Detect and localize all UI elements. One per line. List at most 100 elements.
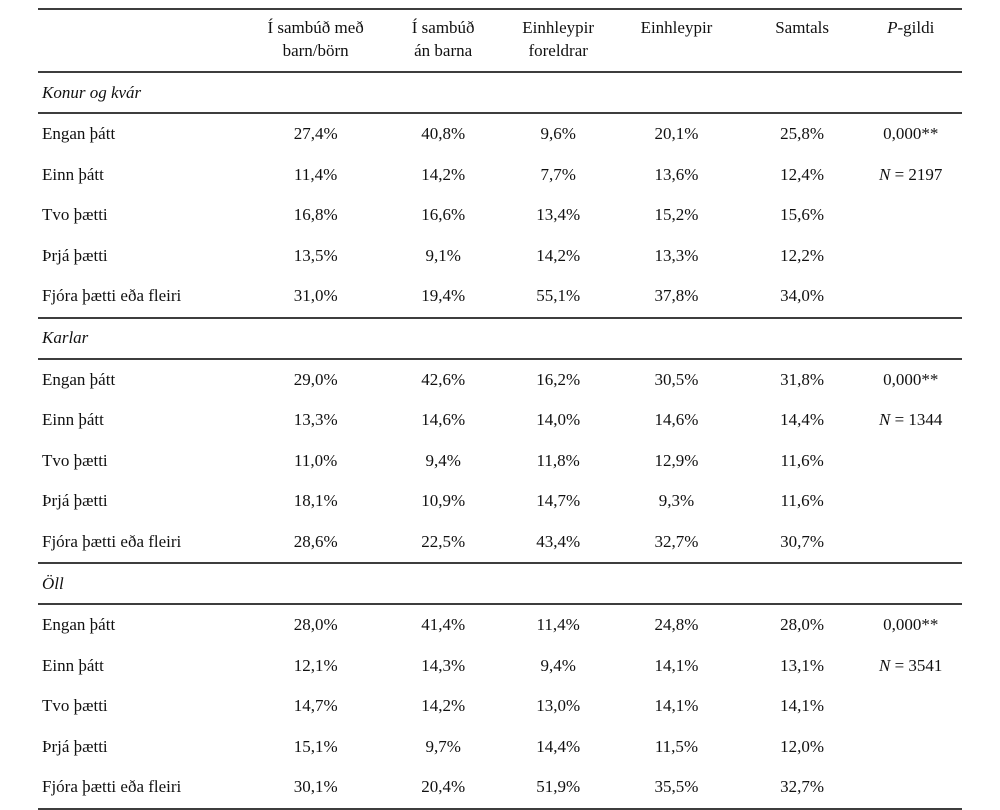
data-cell: 15,2% — [654, 205, 699, 225]
data-cell: 42,6% — [421, 369, 466, 389]
data-cell: 28,0% — [780, 615, 825, 635]
data-cell: 13,0% — [536, 696, 581, 716]
table-row: Þrjá þætti 15,1% 9,7% 14,4% 11,5% 12,0% — [38, 727, 962, 768]
data-cell: 14,0% — [536, 410, 581, 430]
column-header-cohabiting-children: Í sambúð með barn/börn — [253, 9, 378, 72]
data-cell: 20,4% — [421, 777, 466, 797]
data-cell: 37,8% — [654, 286, 699, 306]
column-header-line1: Í sambúð með — [267, 18, 364, 37]
column-header-line1: Einhleypir — [522, 18, 595, 37]
column-header-cohabiting-no-children: Í sambúð án barna — [378, 9, 508, 72]
data-cell: 9,7% — [425, 736, 461, 756]
table-container: Í sambúð með barn/börn Í sambúð án barna… — [38, 8, 962, 810]
data-cell: 30,1% — [293, 777, 338, 797]
data-cell: 20,1% — [654, 124, 699, 144]
data-cell: 29,0% — [293, 369, 338, 389]
data-cell: 11,6% — [780, 491, 824, 511]
data-cell: 13,3% — [654, 245, 699, 265]
data-cell: 11,4% — [536, 615, 580, 635]
data-cell: 16,8% — [293, 205, 338, 225]
data-cell: 14,1% — [654, 655, 699, 675]
data-cell: 55,1% — [536, 286, 581, 306]
n-value-cell: N = 3541 — [859, 646, 962, 687]
empty-cell — [859, 481, 962, 522]
empty-header-cell — [38, 9, 253, 72]
header-row: Í sambúð með barn/börn Í sambúð án barna… — [38, 9, 962, 72]
data-cell: 14,4% — [780, 410, 825, 430]
column-header-line2: án barna — [414, 40, 473, 60]
row-label: Fjóra þætti eða fleiri — [42, 777, 182, 797]
row-label: Engan þátt — [42, 124, 116, 144]
data-cell: 16,6% — [421, 205, 466, 225]
data-cell: 27,4% — [293, 124, 338, 144]
row-label: Þrjá þætti — [42, 736, 108, 756]
data-cell: 13,1% — [780, 655, 825, 675]
n-value-cell: N = 2197 — [859, 155, 962, 196]
table-row: Fjóra þætti eða fleiri 28,6% 22,5% 43,4%… — [38, 522, 962, 564]
p-value-cell: 0,000** — [883, 615, 939, 635]
data-cell: 15,1% — [293, 736, 338, 756]
row-label: Einn þátt — [42, 164, 104, 184]
table-row: Þrjá þætti 13,5% 9,1% 14,2% 13,3% 12,2% — [38, 236, 962, 277]
section-title: Öll — [42, 573, 64, 593]
data-cell: 28,6% — [293, 531, 338, 551]
data-cell: 30,5% — [654, 369, 699, 389]
table-row: Engan þátt 27,4% 40,8% 9,6% 20,1% 25,8% … — [38, 113, 962, 155]
table-row: Engan þátt 29,0% 42,6% 16,2% 30,5% 31,8%… — [38, 359, 962, 401]
data-cell: 32,7% — [654, 531, 699, 551]
data-cell: 28,0% — [293, 615, 338, 635]
data-cell: 14,1% — [654, 696, 699, 716]
data-cell: 12,9% — [654, 450, 699, 470]
n-value-cell: N = 1344 — [859, 400, 962, 441]
n-rest: = 2197 — [890, 164, 943, 184]
table-row: Tvo þætti 11,0% 9,4% 11,8% 12,9% 11,6% — [38, 441, 962, 482]
empty-cell — [859, 522, 962, 564]
data-cell: 14,7% — [536, 491, 581, 511]
data-cell: 13,4% — [536, 205, 581, 225]
data-cell: 14,4% — [536, 736, 581, 756]
data-cell: 11,4% — [294, 164, 338, 184]
data-cell: 13,3% — [293, 410, 338, 430]
data-cell: 14,6% — [654, 410, 699, 430]
row-label: Þrjá þætti — [42, 491, 108, 511]
data-cell: 18,1% — [293, 491, 338, 511]
n-italic: N — [878, 655, 891, 675]
p-value-cell: 0,000** — [883, 124, 939, 144]
data-cell: 9,4% — [540, 655, 576, 675]
row-label: Fjóra þætti eða fleiri — [42, 286, 182, 306]
data-cell: 25,8% — [780, 124, 825, 144]
n-rest: = 3541 — [890, 655, 943, 675]
row-label: Einn þátt — [42, 410, 104, 430]
row-label: Tvo þætti — [42, 205, 108, 225]
table-row: Einn þátt 12,1% 14,3% 9,4% 14,1% 13,1% N… — [38, 646, 962, 687]
table-row: Tvo þætti 14,7% 14,2% 13,0% 14,1% 14,1% — [38, 686, 962, 727]
data-cell: 31,0% — [293, 286, 338, 306]
section-title: Karlar — [42, 328, 89, 347]
data-cell: 31,8% — [780, 369, 825, 389]
data-cell: 12,2% — [780, 245, 825, 265]
p-header-rest: -gildi — [897, 18, 935, 37]
data-cell: 15,6% — [780, 205, 825, 225]
data-cell: 7,7% — [540, 164, 576, 184]
results-table: Í sambúð með barn/börn Í sambúð án barna… — [38, 8, 962, 810]
data-cell: 40,8% — [421, 124, 466, 144]
data-cell: 9,1% — [425, 245, 461, 265]
data-cell: 10,9% — [421, 491, 466, 511]
empty-cell — [859, 727, 962, 768]
row-label: Einn þátt — [42, 655, 104, 675]
data-cell: 13,5% — [293, 245, 338, 265]
data-cell: 14,6% — [421, 410, 466, 430]
data-cell: 14,1% — [780, 696, 825, 716]
table-row: Einn þátt 13,3% 14,6% 14,0% 14,6% 14,4% … — [38, 400, 962, 441]
column-header-total: Samtals — [745, 9, 860, 72]
empty-cell — [859, 195, 962, 236]
empty-cell — [859, 236, 962, 277]
table-row: Fjóra þætti eða fleiri 31,0% 19,4% 55,1%… — [38, 276, 962, 318]
p-value-cell: 0,000** — [883, 369, 939, 389]
column-header-single: Einhleypir — [608, 9, 745, 72]
column-header-line1: Samtals — [775, 18, 830, 37]
data-cell: 14,2% — [536, 245, 581, 265]
data-cell: 34,0% — [780, 286, 825, 306]
empty-cell — [859, 276, 962, 318]
table-row: Engan þátt 28,0% 41,4% 11,4% 24,8% 28,0%… — [38, 604, 962, 646]
